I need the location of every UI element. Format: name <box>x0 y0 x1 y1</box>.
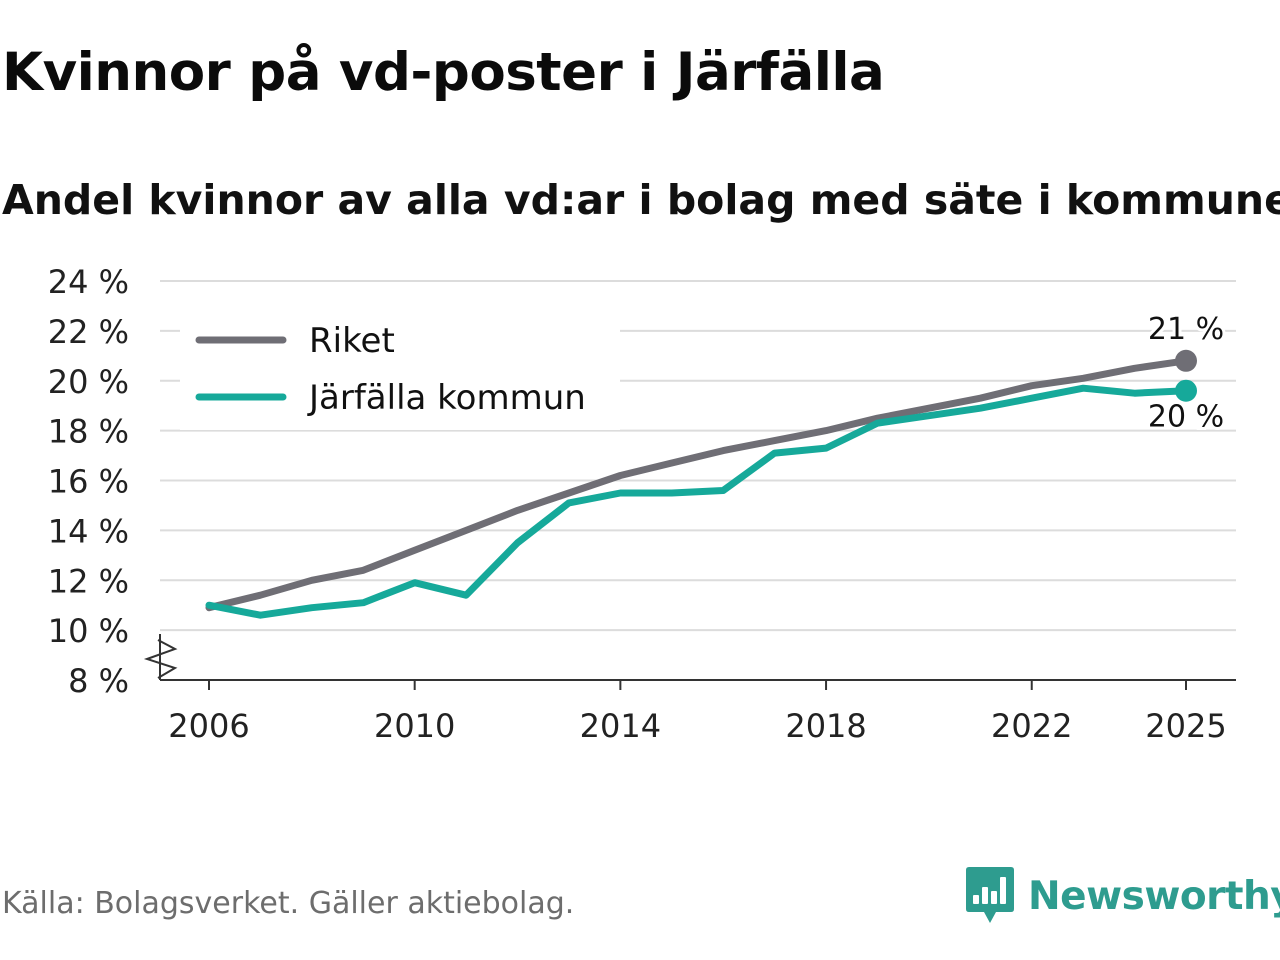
y-tick-label-14: 14 % <box>48 512 129 550</box>
line-chart: 8 % 10 % 12 % 14 % 16 % 18 % 20 % 22 % 24 % 2006 2… <box>48 263 1236 745</box>
y-tick-label-24: 24 % <box>48 263 129 301</box>
y-tick-label-10: 10 % <box>48 612 129 650</box>
x-tick-label-2006: 2006 <box>168 707 249 745</box>
source-note: Källa: Bolagsverket. Gäller aktiebolag. <box>2 886 575 921</box>
newsworthy-logo-icon <box>966 867 1014 923</box>
y-tick-label-16: 16 % <box>48 463 129 501</box>
legend-label-1: Järfälla kommun <box>307 378 586 418</box>
x-tick-label-2010: 2010 <box>374 707 455 745</box>
y-tick-label-12: 12 % <box>48 562 129 600</box>
legend: Riket Järfälla kommun <box>180 310 620 430</box>
legend-label-0: Riket <box>309 321 395 361</box>
chart-subtitle: Andel kvinnor av alla vd:ar i bolag med … <box>2 176 1280 224</box>
series-line-1 <box>205 384 1190 619</box>
x-tick-label-2014: 2014 <box>580 707 661 745</box>
brand-logo: Newsworthy <box>964 864 1280 928</box>
end-label-1: 20 % <box>1148 400 1224 435</box>
brand-name: Newsworthy <box>1028 873 1280 919</box>
axis-break-mark <box>143 639 178 679</box>
chart-title: Kvinnor på vd-poster i Järfälla <box>2 42 885 103</box>
series-lines <box>205 349 1197 619</box>
y-tick-label-18: 18 % <box>48 413 129 451</box>
series-line-0 <box>205 357 1190 612</box>
series-end-point-1 <box>1175 379 1197 402</box>
x-tick-label-2018: 2018 <box>785 707 866 745</box>
axes: 8 % 10 % 12 % 14 % 16 % 18 % 20 % 22 % 24 % 2006 2… <box>48 263 1236 745</box>
y-tick-label-22: 22 % <box>48 313 129 351</box>
legend-background <box>180 310 620 430</box>
series-end-point-0 <box>1175 349 1197 372</box>
x-tick-label-2022: 2022 <box>991 707 1072 745</box>
y-tick-label-8: 8 % <box>68 662 129 700</box>
y-tick-label-20: 20 % <box>48 363 129 401</box>
end-label-0: 21 % <box>1148 312 1224 347</box>
x-tick-label-2025: 2025 <box>1145 707 1226 745</box>
end-labels: 21 % 20 % <box>1145 309 1227 438</box>
